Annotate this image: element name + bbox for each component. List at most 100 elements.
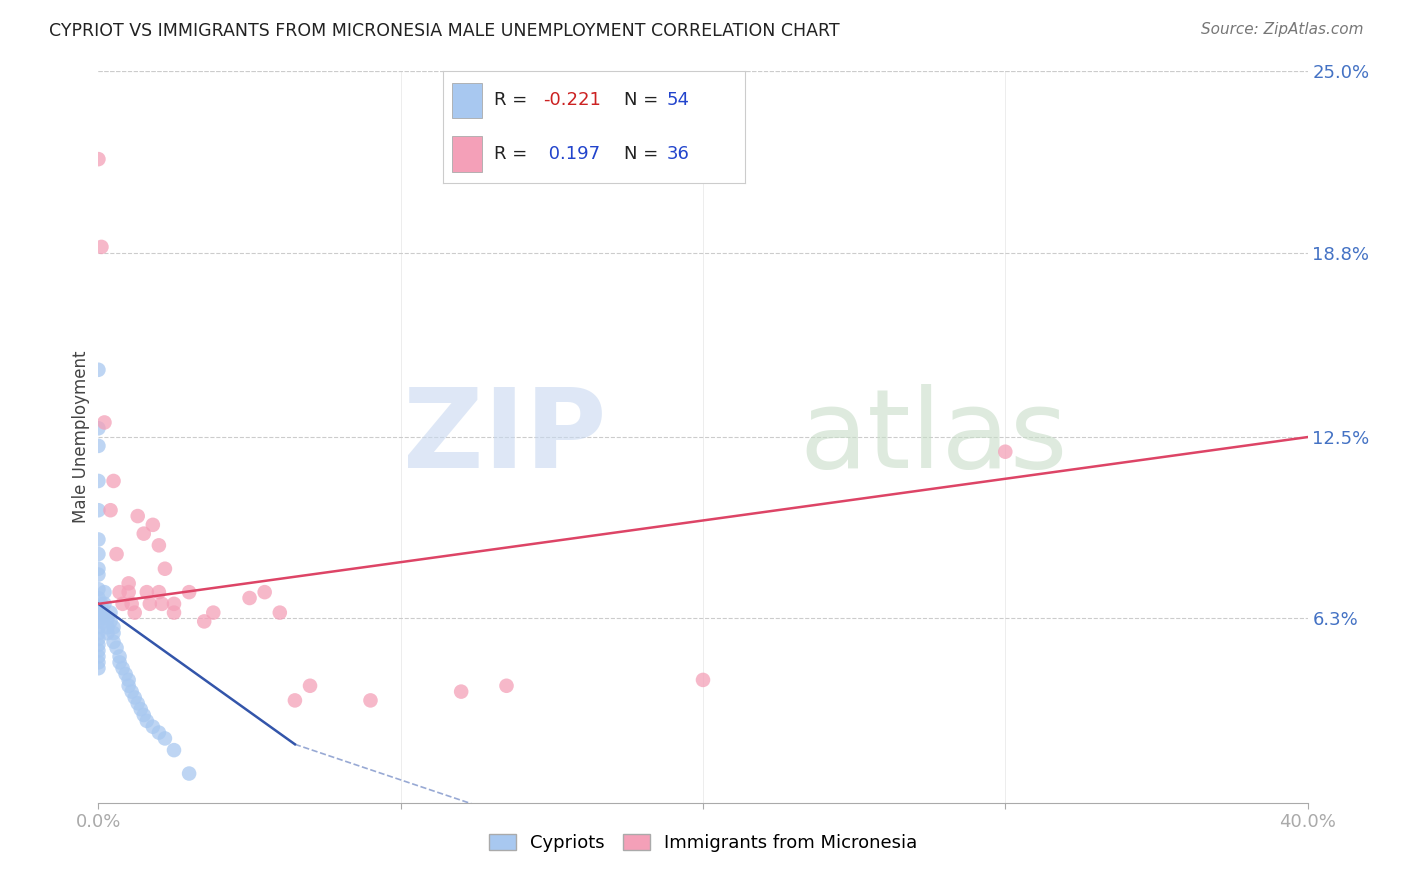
Point xyxy=(163,597,186,611)
Point xyxy=(87,533,110,547)
Point xyxy=(87,632,110,646)
Point xyxy=(87,661,110,675)
Point xyxy=(100,606,122,620)
Point xyxy=(495,679,517,693)
Point xyxy=(87,439,110,453)
Point xyxy=(284,693,307,707)
Point xyxy=(153,731,176,746)
Point xyxy=(360,693,382,707)
Point xyxy=(253,585,276,599)
Point xyxy=(179,766,201,780)
Point xyxy=(90,597,112,611)
Point xyxy=(90,606,112,620)
Text: R =: R = xyxy=(495,145,533,163)
Point xyxy=(118,673,141,687)
Point xyxy=(87,599,110,614)
Point xyxy=(87,567,110,582)
Point xyxy=(142,517,165,532)
Point xyxy=(202,606,225,620)
Point xyxy=(103,635,125,649)
Text: CYPRIOT VS IMMIGRANTS FROM MICRONESIA MALE UNEMPLOYMENT CORRELATION CHART: CYPRIOT VS IMMIGRANTS FROM MICRONESIA MA… xyxy=(49,22,839,40)
Point xyxy=(153,562,176,576)
Point xyxy=(87,152,110,166)
Text: Source: ZipAtlas.com: Source: ZipAtlas.com xyxy=(1201,22,1364,37)
Point xyxy=(124,690,146,705)
Point xyxy=(87,582,110,597)
Point xyxy=(105,640,128,655)
Text: 36: 36 xyxy=(666,145,689,163)
Point xyxy=(239,591,262,605)
Point xyxy=(179,585,201,599)
Point xyxy=(148,585,170,599)
Point xyxy=(87,643,110,657)
Point xyxy=(148,725,170,739)
Text: 0.197: 0.197 xyxy=(543,145,600,163)
Point xyxy=(87,503,110,517)
Point xyxy=(103,474,125,488)
Point xyxy=(692,673,714,687)
Point xyxy=(87,638,110,652)
Point xyxy=(103,626,125,640)
Text: N =: N = xyxy=(624,91,664,110)
Text: -0.221: -0.221 xyxy=(543,91,600,110)
Point xyxy=(87,611,110,625)
Point xyxy=(96,611,118,625)
Point xyxy=(139,597,162,611)
Bar xyxy=(451,83,482,119)
Point xyxy=(93,585,115,599)
Point xyxy=(87,620,110,634)
Point xyxy=(100,615,122,629)
Point xyxy=(127,509,149,524)
Point xyxy=(111,597,134,611)
Point xyxy=(93,416,115,430)
Point xyxy=(93,608,115,623)
Point xyxy=(142,720,165,734)
Point xyxy=(103,620,125,634)
Bar xyxy=(451,136,482,171)
Point xyxy=(87,474,110,488)
Point xyxy=(96,626,118,640)
Point xyxy=(87,547,110,561)
Text: R =: R = xyxy=(495,91,533,110)
Point xyxy=(108,656,131,670)
Point xyxy=(118,576,141,591)
Point xyxy=(450,684,472,698)
Text: ZIP: ZIP xyxy=(404,384,606,491)
Legend: Cypriots, Immigrants from Micronesia: Cypriots, Immigrants from Micronesia xyxy=(481,827,925,860)
Point xyxy=(299,679,322,693)
Point xyxy=(108,585,131,599)
Point xyxy=(105,547,128,561)
Text: atlas: atlas xyxy=(800,384,1069,491)
Text: N =: N = xyxy=(624,145,664,163)
Point xyxy=(87,656,110,670)
Point xyxy=(87,591,110,605)
Point xyxy=(135,585,157,599)
Y-axis label: Male Unemployment: Male Unemployment xyxy=(72,351,90,524)
Point xyxy=(163,743,186,757)
Point xyxy=(132,526,155,541)
Point xyxy=(124,606,146,620)
Point xyxy=(93,597,115,611)
Point xyxy=(87,363,110,377)
Point xyxy=(96,620,118,634)
Point xyxy=(150,597,173,611)
Point xyxy=(193,615,215,629)
Point xyxy=(148,538,170,552)
Point xyxy=(111,661,134,675)
Point xyxy=(132,708,155,723)
Point xyxy=(269,606,291,620)
Point xyxy=(163,606,186,620)
Point xyxy=(87,626,110,640)
Point xyxy=(87,615,110,629)
Point xyxy=(121,597,143,611)
Point xyxy=(87,649,110,664)
Text: 54: 54 xyxy=(666,91,689,110)
Point xyxy=(118,585,141,599)
Point xyxy=(114,667,136,681)
Point xyxy=(129,702,152,716)
Point xyxy=(90,240,112,254)
Point xyxy=(994,444,1017,458)
Point xyxy=(127,696,149,710)
Point xyxy=(118,679,141,693)
Point xyxy=(87,606,110,620)
